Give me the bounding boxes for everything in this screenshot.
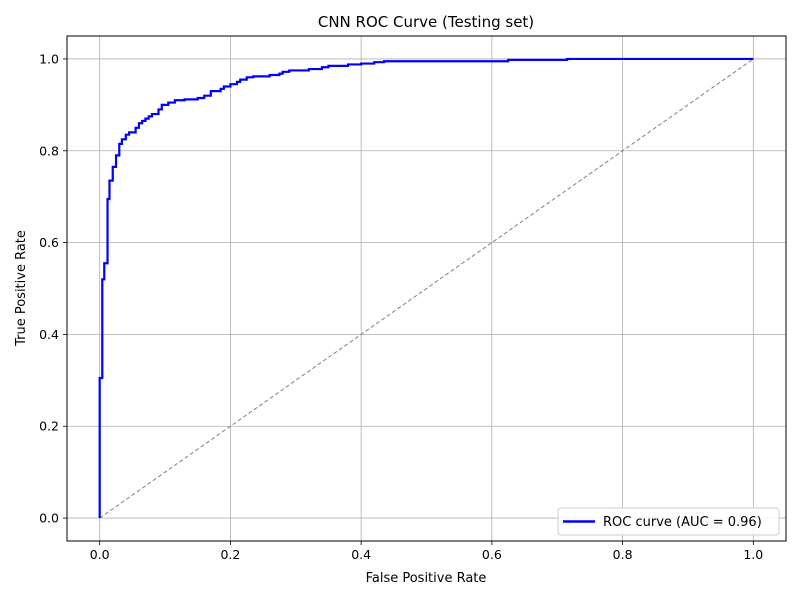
y-axis-ticks: 0.0 0.2 0.4 0.6 0.8 1.0: [39, 51, 67, 526]
x-tick-label: 0.0: [90, 547, 110, 562]
grid-lines: [67, 36, 786, 541]
legend-box: [557, 507, 780, 536]
roc-curve-line: [98, 57, 754, 519]
axes-frame: [66, 35, 787, 542]
y-tick-label: 0.4: [39, 327, 59, 342]
x-tick-label: 0.8: [613, 547, 633, 562]
legend-label: ROC curve (AUC = 0.96): [603, 515, 762, 530]
x-axis-ticks: 0.0 0.2 0.4 0.6 0.8 1.0: [90, 541, 763, 562]
y-axis-title: True Positive Rate: [14, 230, 29, 347]
y-tick-label: 1.0: [39, 51, 59, 66]
plot-series: [98, 57, 754, 519]
legend: ROC curve (AUC = 0.96): [557, 507, 780, 536]
x-tick-label: 0.6: [482, 547, 502, 562]
y-tick-label: 0.2: [39, 419, 59, 434]
y-tick-label: 0.6: [39, 235, 59, 250]
x-tick-label: 0.2: [220, 547, 240, 562]
y-tick-label: 0.0: [39, 511, 59, 526]
x-tick-label: 1.0: [743, 547, 763, 562]
chart-title: CNN ROC Curve (Testing set): [318, 13, 534, 31]
chance-diagonal-line: [99, 58, 754, 519]
x-axis-title: False Positive Rate: [366, 571, 487, 586]
y-tick-label: 0.8: [39, 143, 59, 158]
x-tick-label: 0.4: [351, 547, 371, 562]
